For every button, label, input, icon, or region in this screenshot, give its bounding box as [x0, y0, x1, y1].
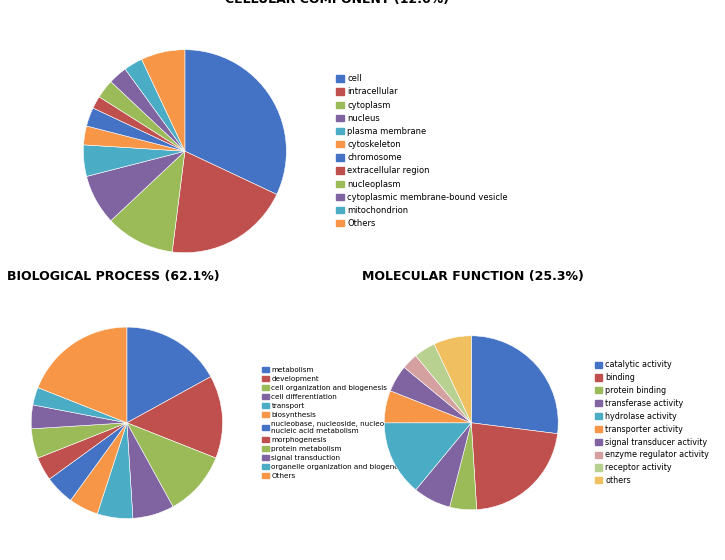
Wedge shape	[97, 423, 133, 519]
Text: BIOLOGICAL PROCESS (62.1%): BIOLOGICAL PROCESS (62.1%)	[7, 270, 220, 283]
Wedge shape	[471, 423, 558, 510]
Wedge shape	[86, 108, 185, 151]
Wedge shape	[416, 423, 471, 507]
Wedge shape	[471, 336, 558, 433]
Wedge shape	[125, 59, 185, 151]
Text: MOLECULAR FUNCTION (25.3%): MOLECULAR FUNCTION (25.3%)	[362, 270, 584, 283]
Wedge shape	[83, 145, 185, 176]
Wedge shape	[185, 50, 286, 194]
Wedge shape	[49, 423, 127, 500]
Wedge shape	[390, 367, 471, 423]
Wedge shape	[141, 50, 185, 151]
Wedge shape	[127, 327, 211, 423]
Wedge shape	[434, 336, 471, 423]
Wedge shape	[38, 423, 127, 479]
Wedge shape	[99, 82, 185, 151]
Wedge shape	[384, 391, 471, 423]
Legend: metabolism, development, cell organization and biogenesis, cell differentiation,: metabolism, development, cell organizati…	[262, 367, 414, 479]
Legend: catalytic activity, binding, protein binding, transferase activity, hydrolase ac: catalytic activity, binding, protein bin…	[595, 361, 709, 485]
Wedge shape	[127, 377, 223, 458]
Wedge shape	[405, 356, 471, 423]
Wedge shape	[127, 423, 173, 519]
Wedge shape	[93, 97, 185, 151]
Wedge shape	[31, 405, 127, 429]
Wedge shape	[83, 126, 185, 151]
Wedge shape	[70, 423, 127, 514]
Wedge shape	[111, 151, 185, 252]
Wedge shape	[127, 423, 216, 507]
Wedge shape	[38, 327, 127, 423]
Wedge shape	[31, 423, 127, 458]
Wedge shape	[450, 423, 477, 510]
Wedge shape	[33, 388, 127, 423]
Title: CELLULAR COMPONENT (12.6%): CELLULAR COMPONENT (12.6%)	[225, 0, 449, 6]
Wedge shape	[86, 151, 185, 221]
Wedge shape	[172, 151, 277, 253]
Wedge shape	[416, 344, 471, 423]
Wedge shape	[111, 69, 185, 151]
Legend: cell, intracellular, cytoplasm, nucleus, plasma membrane, cytoskeleton, chromoso: cell, intracellular, cytoplasm, nucleus,…	[336, 74, 508, 228]
Wedge shape	[384, 423, 471, 490]
